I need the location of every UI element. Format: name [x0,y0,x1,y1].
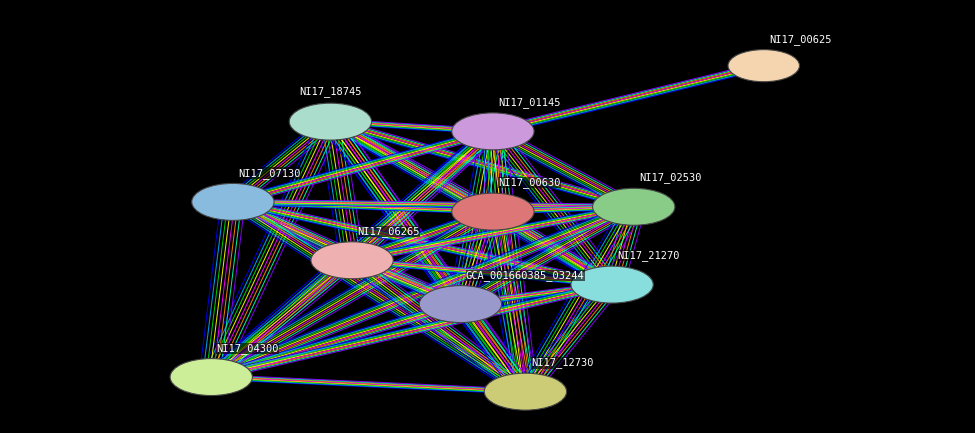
Text: NI17_12730: NI17_12730 [530,357,594,368]
Circle shape [311,242,393,279]
Text: NI17_21270: NI17_21270 [617,250,680,261]
Circle shape [593,188,675,225]
Text: NI17_01145: NI17_01145 [498,97,561,108]
Text: NI17_00625: NI17_00625 [769,34,832,45]
Circle shape [170,359,253,395]
Text: NI17_06265: NI17_06265 [358,226,420,237]
Text: NI17_18745: NI17_18745 [299,87,362,97]
Text: NI17_02530: NI17_02530 [640,172,702,184]
Text: NI17_00630: NI17_00630 [498,178,561,188]
Text: NI17_04300: NI17_04300 [216,343,279,354]
Circle shape [451,113,534,150]
Circle shape [451,193,534,230]
Text: GCA_001660385_03244: GCA_001660385_03244 [466,270,585,281]
Circle shape [728,50,800,82]
Circle shape [485,373,566,410]
Circle shape [419,286,501,323]
Text: NI17_07130: NI17_07130 [238,168,301,178]
Circle shape [571,266,653,303]
Circle shape [290,103,371,140]
Circle shape [192,184,274,220]
